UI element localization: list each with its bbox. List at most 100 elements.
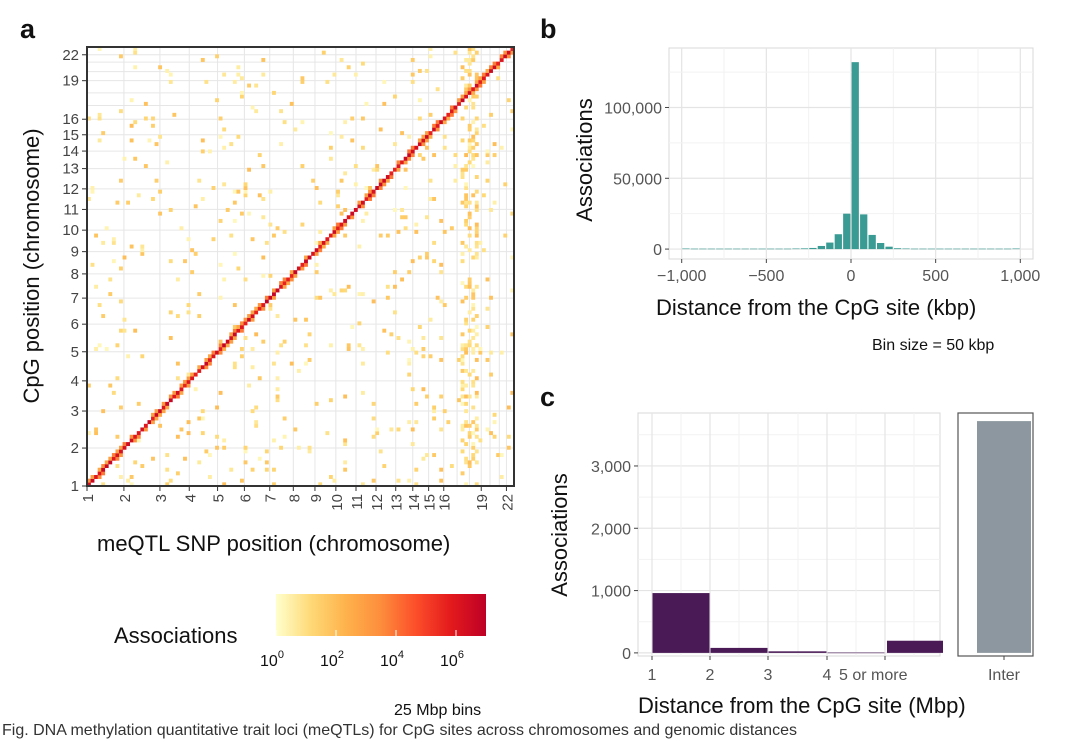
heatmap-cell-784 xyxy=(467,98,472,103)
heatmap-cell-119 xyxy=(151,116,155,121)
heatmap-cell-303 xyxy=(250,317,255,322)
heatmap-cell-921 xyxy=(499,54,504,59)
heatmap-cell-567 xyxy=(403,186,408,190)
heatmap-cell-940 xyxy=(510,47,515,51)
panel-b-y-ticks: 0 50,000 100,000 xyxy=(604,100,669,259)
heatmap-cell-108 xyxy=(143,164,148,169)
heatmap-cell-282 xyxy=(243,460,248,465)
heatmap-cell-775 xyxy=(467,211,472,216)
heatmap-cell-548 xyxy=(393,270,397,275)
heatmap-cell-13 xyxy=(94,427,98,432)
heatmap-cell-780 xyxy=(467,142,472,147)
heatmap-cell-861 xyxy=(474,142,479,147)
heatmap-cell-649 xyxy=(435,123,440,128)
heatmap-cell-743 xyxy=(464,196,469,201)
heatmap-cell-221 xyxy=(215,350,219,355)
heatmap-cell-628 xyxy=(428,354,433,359)
heatmap-cell-721 xyxy=(464,460,469,465)
heatmap-cell-491 xyxy=(360,482,365,487)
heatmap-cell-866 xyxy=(474,87,479,92)
heatmap-ytick-label-8: 8 xyxy=(71,266,79,283)
heatmap-cell-556 xyxy=(396,229,401,234)
heatmap-ytick-label-2: 2 xyxy=(71,440,79,457)
heatmap-cell-368 xyxy=(282,416,287,421)
heatmap-cell-143 xyxy=(168,398,173,403)
heatmap-cell-479 xyxy=(350,138,355,143)
heatmap-cell-438 xyxy=(328,145,333,150)
colorbar-tick-label-0: 100 xyxy=(260,649,284,670)
heatmap-cell-210 xyxy=(207,361,212,366)
heatmap-cell-737 xyxy=(464,284,469,289)
heatmap-xtick-label-1: 1 xyxy=(80,494,97,502)
heatmap-cell-909 xyxy=(492,142,497,147)
heatmap-ytick-label-19: 19 xyxy=(62,73,79,90)
heatmap-cell-244 xyxy=(225,343,230,348)
heatmap-cell-17 xyxy=(97,475,102,479)
heatmap-cell-584 xyxy=(410,387,415,392)
heatmap-cell-410 xyxy=(314,401,319,406)
panel-b-xtick-label-1: −500 xyxy=(748,268,784,285)
heatmap-cell-855 xyxy=(474,207,479,212)
heatmap-cell-590 xyxy=(410,79,415,84)
panel-b-bar-28 xyxy=(919,248,927,250)
heatmap-cell-863 xyxy=(474,127,479,132)
heatmap-cell-592 xyxy=(410,57,415,62)
heatmap-ytick-label-22: 22 xyxy=(62,47,79,64)
heatmap-cell-53 xyxy=(115,434,120,439)
heatmap-cell-439 xyxy=(328,131,333,136)
heatmap-cell-822 xyxy=(471,120,476,125)
heatmap-cell-599 xyxy=(414,222,419,227)
heatmap-cell-908 xyxy=(492,153,497,158)
heatmap-cell-637 xyxy=(432,453,437,458)
heatmap-cell-36 xyxy=(104,346,109,351)
heatmap-cell-718 xyxy=(460,76,465,81)
heatmap-cell-145 xyxy=(168,336,173,340)
heatmap-cell-818 xyxy=(471,153,476,158)
heatmap-cell-494 xyxy=(360,346,365,351)
heatmap-cell-291 xyxy=(243,186,248,190)
heatmap-cell-57 xyxy=(119,475,123,479)
heatmap-cell-853 xyxy=(474,226,479,231)
heatmap-cell-176 xyxy=(186,372,191,377)
heatmap-cell-408 xyxy=(311,251,316,256)
heatmap-cell-843 xyxy=(474,332,479,337)
heatmap-cell-422 xyxy=(318,240,323,245)
heatmap-cell-25 xyxy=(97,47,102,51)
panel-b-bar-12 xyxy=(783,248,792,250)
heatmap-cell-129 xyxy=(158,189,163,194)
heatmap-cell-791 xyxy=(467,57,472,62)
panel-c-ytick-label-1: 1,000 xyxy=(591,584,631,601)
heatmap-cell-458 xyxy=(339,57,344,62)
heatmap-cell-476 xyxy=(350,325,355,329)
heatmap-cell-33 xyxy=(101,131,106,136)
heatmap-cell-86 xyxy=(133,460,138,465)
heatmap-cell-937 xyxy=(510,127,515,132)
heatmap-cell-409 xyxy=(311,178,316,183)
heatmap-cell-471 xyxy=(346,346,351,351)
heatmap-cell-488 xyxy=(357,244,362,249)
heatmap-cell-186 xyxy=(193,251,198,256)
heatmap-cell-341 xyxy=(268,273,273,278)
heatmap-cell-915 xyxy=(496,61,501,66)
heatmap-cell-693 xyxy=(460,401,465,406)
heatmap-cell-133 xyxy=(161,405,166,410)
heatmap-cell-854 xyxy=(474,222,479,227)
heatmap-cell-443 xyxy=(332,229,337,234)
panel-b-bar-29 xyxy=(927,248,936,250)
heatmap-cell-576 xyxy=(407,339,412,344)
heatmap-cell-578 xyxy=(407,156,412,161)
heatmap-cell-416 xyxy=(314,240,319,245)
heatmap-cell-1 xyxy=(87,478,91,483)
heatmap-cell-551 xyxy=(393,142,397,147)
heatmap-cell-549 xyxy=(393,207,397,212)
colorbar-tick-label-2: 104 xyxy=(380,649,404,670)
heatmap-cell-110 xyxy=(143,101,148,106)
heatmap-cell-436 xyxy=(328,233,333,238)
heatmap-cell-347 xyxy=(272,361,276,366)
heatmap-cell-713 xyxy=(460,167,465,172)
heatmap-cell-230 xyxy=(218,262,223,267)
heatmap-cell-535 xyxy=(382,79,387,84)
heatmap-cell-598 xyxy=(414,229,419,234)
heatmap-cell-595 xyxy=(414,420,419,425)
